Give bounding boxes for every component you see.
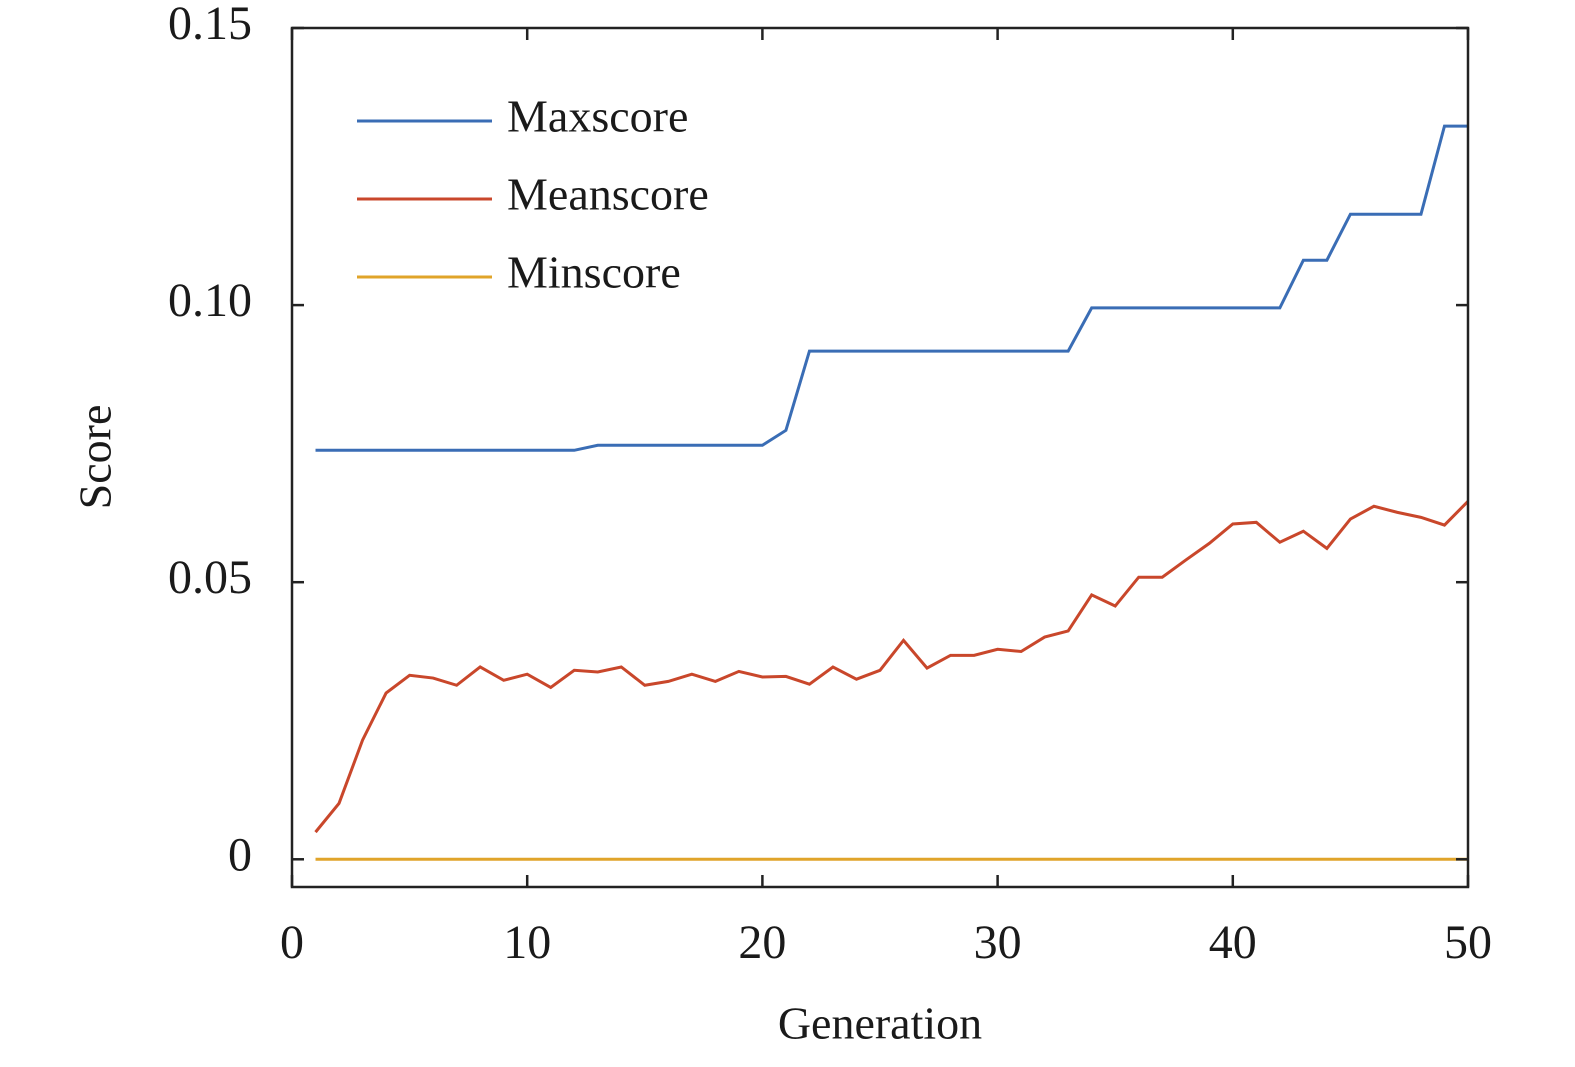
legend-label: Meanscore bbox=[507, 169, 709, 220]
legend-label: Minscore bbox=[507, 247, 681, 298]
y-tick-label: 0.10 bbox=[168, 274, 252, 327]
x-tick-label: 40 bbox=[1209, 916, 1257, 969]
y-tick-label: 0 bbox=[228, 828, 252, 881]
x-tick-label: 30 bbox=[974, 916, 1022, 969]
plot-frame bbox=[290, 26, 1470, 889]
x-tick-label: 0 bbox=[280, 916, 304, 969]
x-tick-label: 50 bbox=[1444, 916, 1492, 969]
x-axis-label: Generation bbox=[778, 998, 982, 1049]
x-tick-label: 10 bbox=[503, 916, 551, 969]
y-tick-label: 0.15 bbox=[168, 0, 252, 50]
data-line bbox=[315, 124, 1468, 452]
legend-label: Maxscore bbox=[507, 91, 688, 142]
x-tick-label: 20 bbox=[738, 916, 786, 969]
data-line bbox=[314, 500, 1470, 834]
y-tick-label: 0.05 bbox=[168, 551, 252, 604]
y-axis-label: Score bbox=[70, 405, 121, 510]
